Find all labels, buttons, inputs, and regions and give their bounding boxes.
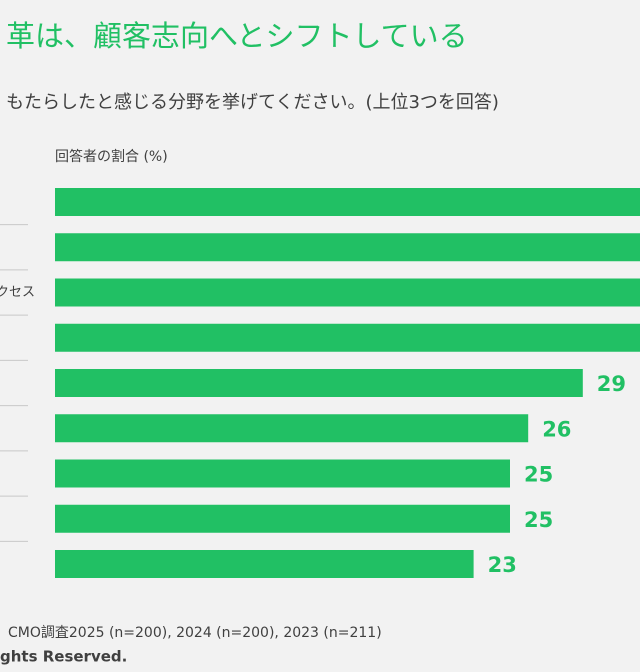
value-label: 29 [597,372,626,396]
value-label: 26 [542,417,571,441]
category-label: クセス [0,285,35,300]
bar [55,459,510,488]
bar [55,550,474,578]
bar [55,233,640,262]
bar [55,323,640,352]
value-label: 23 [488,553,517,577]
value-label: 25 [524,463,553,487]
bar [55,414,529,443]
bar [55,504,510,533]
chart-title: 革は、顧客志向へとシフトしている [6,19,468,53]
source-note: CMO調査2025 (n=200), 2024 (n=200), 2023 (n… [8,625,382,641]
value-label: 25 [524,508,553,532]
bar [55,188,640,216]
bar [55,278,640,307]
axis-label: 回答者の割合 (%) [55,148,168,165]
copyright: ghts Reserved. [0,648,127,666]
bar [55,369,583,397]
chart-subtitle: もたらしたと感じる分野を挙げてください。(上位3つを回答) [6,92,499,113]
